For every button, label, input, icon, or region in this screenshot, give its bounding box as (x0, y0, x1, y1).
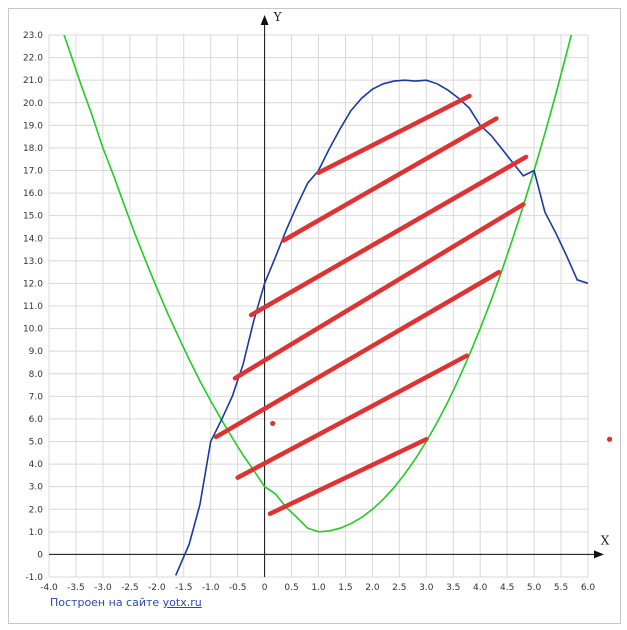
function-plot: -4.0 -3.5 -3.0 -2.5 -2.0 -1.5 -1.0 -0.5 0 0.5 1.0 1… (23, 10, 613, 593)
hatch-segment (235, 353, 469, 480)
y-tick-label: 22.0 (23, 54, 43, 64)
x-tick-label: -1.5 (175, 583, 193, 593)
x-tick-label: 1.5 (338, 583, 352, 593)
x-tick-label: -2.5 (121, 583, 139, 593)
x-tick-label: -3.5 (67, 583, 85, 593)
x-tick-label: 0.5 (284, 583, 298, 593)
y-tick-label: 17.0 (23, 167, 43, 177)
series-line-1 (63, 35, 573, 533)
x-tick-label: -0.5 (229, 583, 247, 593)
y-tick-label: 2.0 (29, 505, 44, 515)
y-tick-label: 11.0 (23, 302, 43, 312)
point-marker (606, 436, 613, 442)
y-tick-label: 7.0 (29, 392, 44, 402)
x-tick-label: -2.0 (148, 583, 166, 593)
y-tick-label: 16.0 (23, 189, 43, 199)
x-tick-label: -1.0 (202, 583, 220, 593)
x-tick-label: 2.5 (392, 583, 406, 593)
chart-frame: -4.0 -3.5 -3.0 -2.5 -2.0 -1.5 -1.0 -0.5 0 0.5 1.0 1… (8, 8, 621, 624)
y-tick-label: 4.0 (29, 460, 44, 470)
x-tick-label: 0 (262, 583, 268, 593)
y-axis-label: Y (273, 10, 283, 24)
x-tick-label: -3.0 (94, 583, 112, 593)
hatch-segment (248, 154, 529, 318)
y-tick-label: 0 (37, 550, 43, 560)
hatch-segment (267, 436, 429, 517)
x-tick-label: 1.0 (311, 583, 326, 593)
x-tick-label: 4.0 (473, 583, 488, 593)
y-tick-label: 21.0 (23, 76, 43, 86)
footer-text: Построен на сайте (50, 596, 163, 609)
y-tick-label: 3.0 (29, 483, 44, 493)
hatch-segment (213, 269, 502, 440)
y-tick-label: 19.0 (23, 121, 43, 131)
y-tick-label: 20.0 (23, 99, 43, 109)
x-axis-arrow (594, 550, 604, 559)
x-tick-label: 5.5 (554, 583, 568, 593)
y-axis-arrow (260, 15, 269, 25)
x-tick-label: -4.0 (40, 583, 58, 593)
y-tick-label: 12.0 (23, 279, 43, 289)
y-tick-label: 15.0 (23, 212, 43, 222)
y-tick-label: 23.0 (23, 31, 43, 41)
y-tick-label: 10.0 (23, 325, 43, 335)
y-tick-label: 18.0 (23, 144, 43, 154)
y-tick-label: 13.0 (23, 257, 43, 267)
x-tick-label: 5.0 (527, 583, 542, 593)
y-tick-label: 9.0 (29, 347, 44, 357)
x-tick-label: 4.5 (500, 583, 514, 593)
hatch-segment (232, 202, 526, 381)
x-tick-label: 3.5 (446, 583, 460, 593)
y-tick-label: 5.0 (29, 438, 44, 448)
series-line-2 (174, 79, 588, 576)
hatch-segment (281, 116, 499, 243)
footer-link[interactable]: yotx.ru (162, 596, 202, 609)
y-tick-label: -1.0 (25, 573, 43, 583)
y-tick-label: 8.0 (29, 370, 44, 380)
x-tick-label: 2.0 (365, 583, 380, 593)
x-tick-label: 6.0 (581, 583, 596, 593)
x-tick-label: 3.0 (419, 583, 434, 593)
y-tick-label: 6.0 (29, 415, 44, 425)
footer-attribution: Построен на сайте yotx.ru (50, 596, 202, 609)
x-axis-label: X (601, 533, 610, 547)
y-tick-label: 14.0 (23, 234, 43, 244)
hatch-segment (316, 93, 472, 176)
point-marker (270, 420, 276, 427)
y-tick-label: 1.0 (29, 528, 44, 538)
